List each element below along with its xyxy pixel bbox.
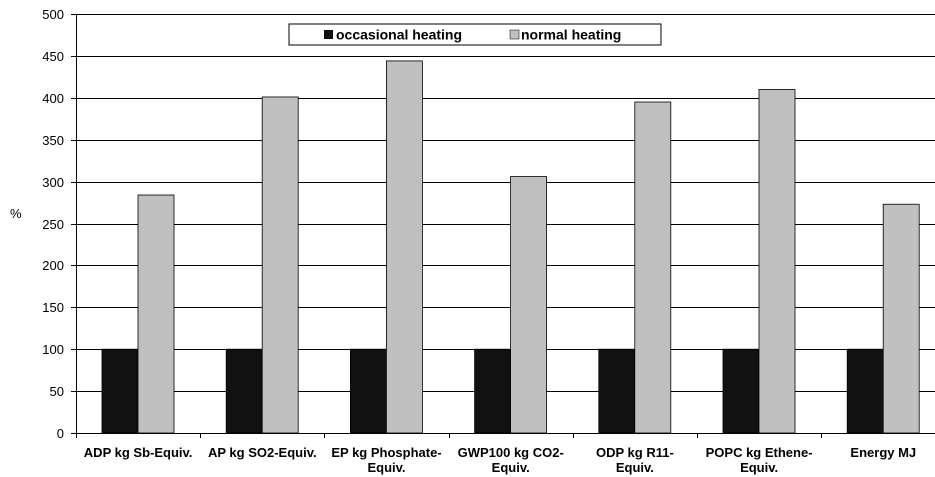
x-tick-label: Energy MJ bbox=[850, 445, 916, 460]
bar-normal-heating-4 bbox=[634, 101, 672, 434]
y-tick-label: 350 bbox=[42, 133, 64, 148]
x-tick-label: ODP kg R11-Equiv. bbox=[596, 445, 674, 475]
x-tick-label: AP kg SO2-Equiv. bbox=[208, 445, 317, 460]
bar-occasional-heating-2 bbox=[349, 348, 387, 434]
y-tick-label: 400 bbox=[42, 91, 64, 106]
y-tick-label: 450 bbox=[42, 49, 64, 64]
y-tick-label: 250 bbox=[42, 217, 64, 232]
legend-swatch-normal-heating bbox=[509, 29, 520, 40]
bar-normal-heating-6 bbox=[882, 203, 920, 434]
bar-normal-heating-1 bbox=[261, 96, 299, 434]
legend-label-normal-heating: normal heating bbox=[521, 27, 621, 43]
bar-occasional-heating-4 bbox=[598, 348, 636, 434]
x-tick-label: POPC kg Ethene-Equiv. bbox=[706, 445, 813, 475]
bar-occasional-heating-3 bbox=[474, 348, 512, 434]
y-tick-label: 100 bbox=[42, 342, 64, 357]
x-tick-label: EP kg Phosphate-Equiv. bbox=[331, 445, 441, 475]
y-tick-label: 200 bbox=[42, 258, 64, 273]
legend: occasional heating normal heating bbox=[288, 23, 662, 46]
y-tick-label: 300 bbox=[42, 175, 64, 190]
bar-occasional-heating-0 bbox=[101, 348, 139, 434]
bar-occasional-heating-6 bbox=[846, 348, 884, 434]
y-tick-label: 150 bbox=[42, 300, 64, 315]
legend-box bbox=[288, 23, 662, 46]
bar-occasional-heating-5 bbox=[722, 348, 760, 434]
bar-normal-heating-2 bbox=[385, 60, 423, 434]
y-tick-label: 50 bbox=[50, 384, 64, 399]
legend-swatch-occasional-heating bbox=[324, 30, 333, 39]
bar-normal-heating-5 bbox=[758, 89, 796, 434]
legend-label-occasional-heating: occasional heating bbox=[336, 27, 462, 43]
y-axis-label: % bbox=[10, 206, 22, 221]
bar-normal-heating-3 bbox=[510, 176, 548, 434]
bars bbox=[101, 60, 920, 434]
y-tick-label: 500 bbox=[42, 7, 64, 22]
bar-occasional-heating-1 bbox=[225, 348, 263, 434]
x-tick-label: GWP100 kg CO2-Equiv. bbox=[458, 445, 564, 475]
y-tick-labels: 0 50 100 150 200 250 300 350 400 450 500 bbox=[42, 7, 64, 441]
x-tick-labels: ADP kg Sb-Equiv. AP kg SO2-Equiv. EP kg Ph… bbox=[84, 445, 916, 475]
bar-normal-heating-0 bbox=[137, 194, 175, 434]
y-tick-label: 0 bbox=[57, 426, 64, 441]
x-tick-label: ADP kg Sb-Equiv. bbox=[84, 445, 193, 460]
gridlines bbox=[71, 14, 935, 434]
axes bbox=[76, 14, 935, 438]
